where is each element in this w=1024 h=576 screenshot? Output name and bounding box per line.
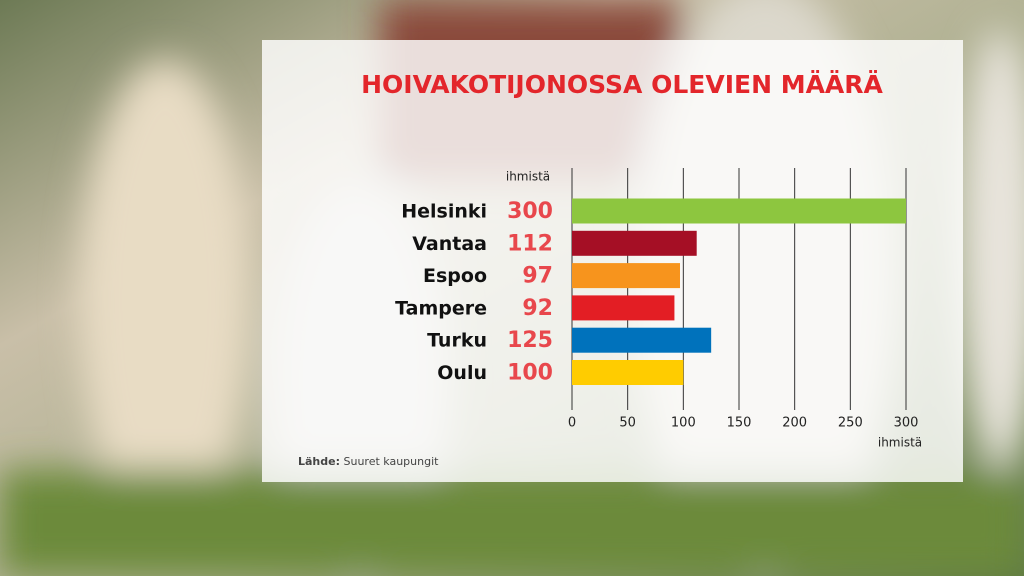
x-tick-label: 300 (894, 416, 919, 431)
x-tick-label: 250 (838, 416, 863, 431)
bar (572, 327, 712, 353)
category-label: Oulu (437, 362, 487, 384)
bar (572, 360, 684, 385)
value-label: 112 (507, 231, 553, 256)
source-text: Suuret kaupungit (344, 455, 440, 468)
value-label: 100 (507, 361, 553, 386)
value-label: 300 (507, 199, 553, 224)
x-tick-label: 0 (568, 416, 576, 431)
bar (572, 198, 906, 224)
unit-label: ihmistä (506, 170, 550, 184)
category-label: Espoo (423, 265, 487, 287)
source-label: Lähde: (298, 455, 340, 468)
bar (572, 263, 680, 289)
category-label: Helsinki (401, 201, 487, 223)
bar (572, 295, 675, 321)
x-tick-label: 50 (619, 416, 636, 431)
category-label: Vantaa (412, 233, 487, 255)
value-label: 92 (522, 296, 553, 321)
category-label: Tampere (395, 297, 487, 319)
x-axis-label: ihmistä (878, 436, 922, 450)
value-label: 125 (507, 328, 553, 353)
x-tick-label: 100 (671, 416, 696, 431)
category-label: Turku (427, 330, 487, 352)
x-tick-label: 150 (727, 416, 752, 431)
bar (572, 230, 697, 256)
source: Lähde: Suuret kaupungit (298, 455, 439, 468)
x-tick-label: 200 (782, 416, 807, 431)
panel (262, 40, 963, 482)
chart-title: HOIVAKOTIJONOSSA OLEVIEN MÄÄRÄ (361, 69, 883, 99)
value-label: 97 (522, 264, 553, 289)
